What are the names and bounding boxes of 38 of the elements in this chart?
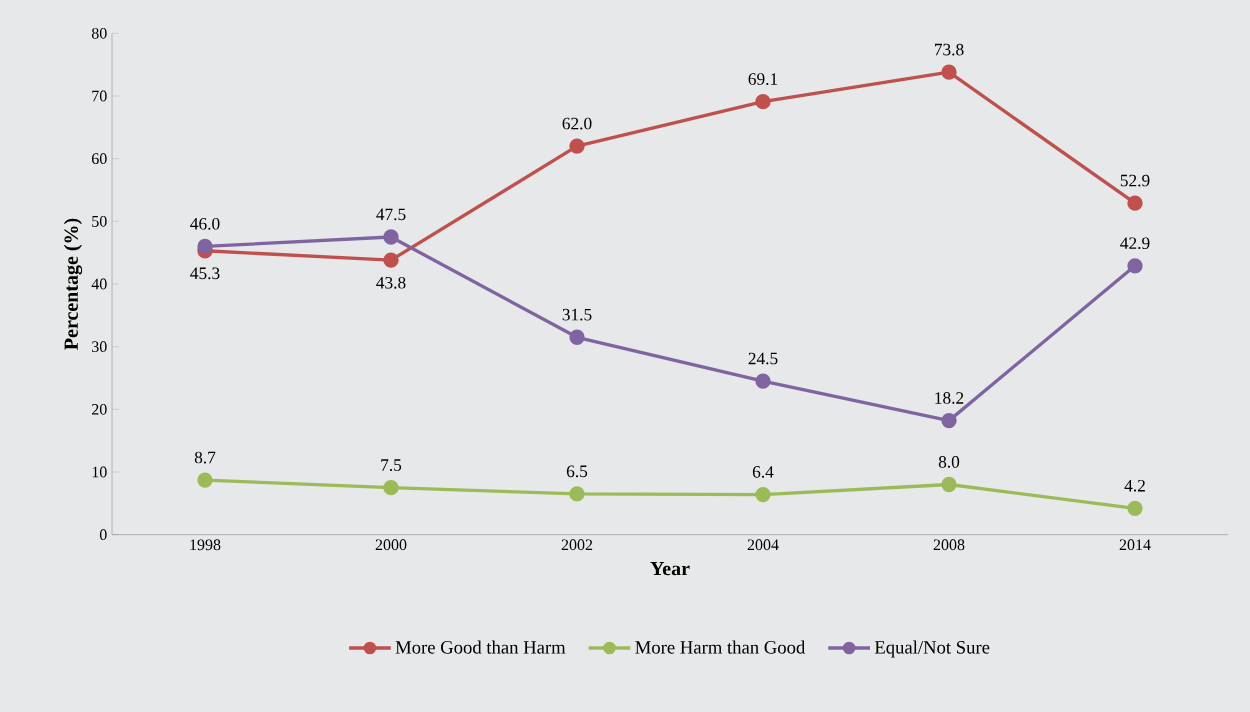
y-tick-label: 40 (91, 278, 107, 290)
data-label: 62.0 (562, 117, 592, 130)
data-label: 31.5 (562, 308, 592, 321)
data-label: 45.3 (190, 267, 220, 280)
data-label: 6.4 (752, 466, 774, 478)
y-tick-label: 60 (91, 153, 107, 165)
y-axis-title: Percentage (%) (63, 218, 83, 350)
data-label: 6.5 (566, 465, 588, 478)
data-label: 73.8 (934, 43, 964, 56)
y-tick-label: 0 (99, 529, 107, 541)
data-label: 18.2 (935, 392, 964, 404)
x-tick-label: 2014 (1119, 539, 1151, 551)
y-tick-label: 70 (92, 90, 107, 102)
y-tick-label: 80 (91, 27, 107, 39)
legend-label: Equal/Not Sure (874, 640, 990, 658)
data-label: 8.7 (194, 451, 216, 464)
y-tick-label: 30 (92, 341, 107, 353)
data-label: 47.5 (376, 208, 406, 221)
legend-label: More Good than Harm (395, 640, 566, 654)
data-label: 43.8 (376, 276, 406, 289)
data-label: 24.5 (748, 352, 778, 365)
data-label: 42.9 (1120, 237, 1150, 250)
x-tick-label: 2008 (933, 539, 965, 551)
x-tick-label: 2002 (561, 539, 593, 551)
y-tick-label: 10 (92, 466, 107, 478)
y-tick-label: 50 (92, 215, 107, 227)
data-label: 7.5 (381, 459, 402, 471)
x-tick-label: 2004 (747, 539, 779, 551)
legend-label: More Harm than Good (635, 640, 806, 654)
y-tick-label: 20 (92, 403, 107, 415)
data-label: 69.1 (748, 73, 778, 85)
x-tick-label: 1998 (190, 539, 221, 551)
data-label: 52.9 (1120, 174, 1150, 187)
x-tick-label: 2000 (375, 539, 407, 551)
data-label: 8.0 (938, 456, 960, 468)
data-label: 4.2 (1124, 479, 1145, 492)
data-label: 46.0 (190, 217, 220, 230)
x-axis-title: Year (650, 561, 690, 576)
